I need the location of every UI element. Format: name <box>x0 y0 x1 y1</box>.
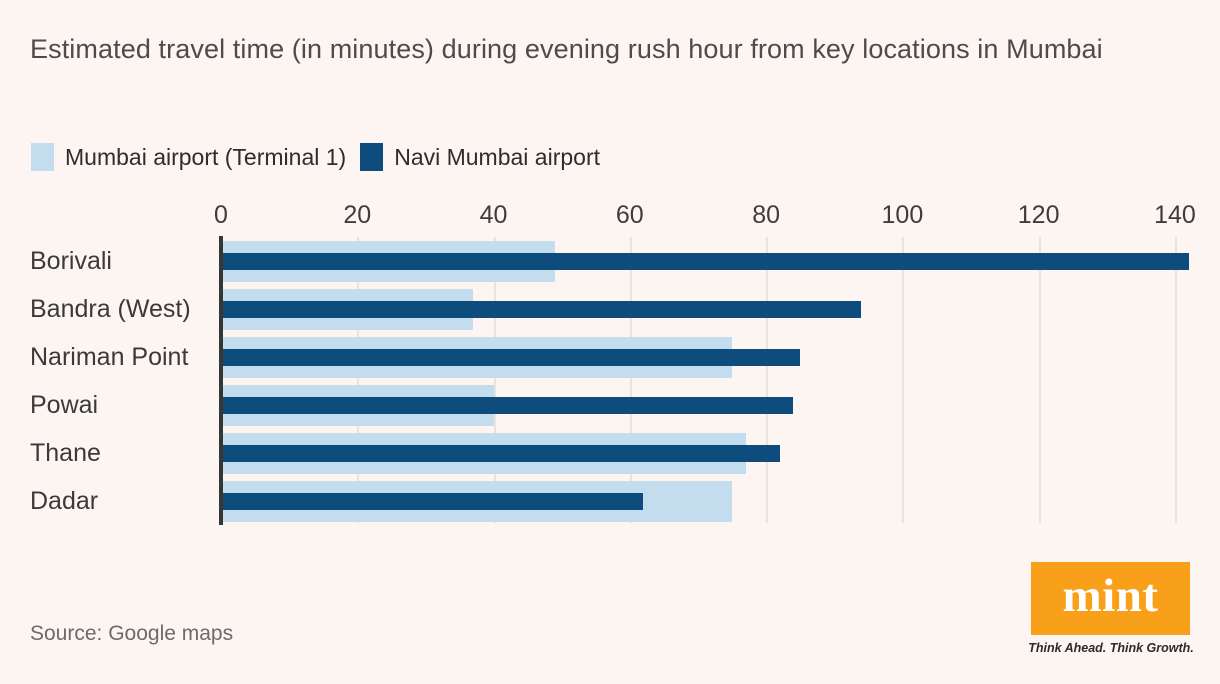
bar-powai-s1 <box>221 396 794 414</box>
bar-row <box>221 381 1209 429</box>
legend-label: Mumbai airport (Terminal 1) <box>65 143 347 170</box>
bar-row <box>221 477 1209 525</box>
bar-row <box>221 237 1209 285</box>
bar-borivali-s1 <box>221 252 1189 270</box>
gridline <box>1174 237 1177 523</box>
mint-logo-text: mint <box>1062 570 1159 622</box>
bar-row <box>221 285 1209 333</box>
gridline <box>629 237 632 523</box>
legend-swatch <box>360 143 384 171</box>
gridline <box>1038 237 1041 523</box>
bar-row <box>221 333 1209 381</box>
gridline <box>902 237 905 523</box>
chart-legend: Mumbai airport (Terminal 1) Navi Mumbai a… <box>31 143 600 171</box>
mint-tagline: Think Ahead. Think Growth. <box>1028 641 1194 655</box>
chart-title: Estimated travel time (in minutes) durin… <box>30 34 1103 64</box>
x-tick-label: 140 <box>1154 201 1196 229</box>
category-label: Thane <box>30 439 101 467</box>
gridline <box>766 237 769 523</box>
x-tick-label: 100 <box>881 201 924 229</box>
legend-item: Mumbai airport (Terminal 1) <box>31 143 346 171</box>
x-tick-label: 0 <box>214 201 228 229</box>
category-label: Nariman Point <box>30 343 189 371</box>
x-tick-label: 120 <box>1017 201 1060 229</box>
x-axis-ticks: 0 20 40 60 80 100 120 140 <box>214 201 1209 231</box>
legend-swatch <box>31 143 54 171</box>
category-label: Borivali <box>30 247 112 275</box>
bar-row <box>221 429 1209 477</box>
bar-bandra-west-s1 <box>221 300 862 318</box>
x-tick-label: 80 <box>752 201 780 229</box>
bar-nariman-point-s1 <box>221 348 801 366</box>
gridline <box>493 237 496 523</box>
mint-logo: mint <box>1031 562 1190 635</box>
gridline <box>357 237 360 523</box>
category-label: Powai <box>30 391 99 419</box>
bar-dadar-s1 <box>221 492 644 510</box>
x-tick-label: 20 <box>343 201 372 229</box>
x-tick-label: 40 <box>479 201 508 229</box>
legend-label: Navi Mumbai airport <box>394 143 600 170</box>
legend-item: Navi Mumbai airport <box>360 143 600 171</box>
bar-thane-s1 <box>221 444 780 462</box>
category-label: Bandra (West) <box>30 295 191 323</box>
x-tick-label: 60 <box>615 201 644 229</box>
plot-area <box>219 236 1209 525</box>
source-note: Source: Google maps <box>30 622 234 645</box>
y-axis-line <box>219 236 223 525</box>
category-label: Dadar <box>30 487 99 515</box>
